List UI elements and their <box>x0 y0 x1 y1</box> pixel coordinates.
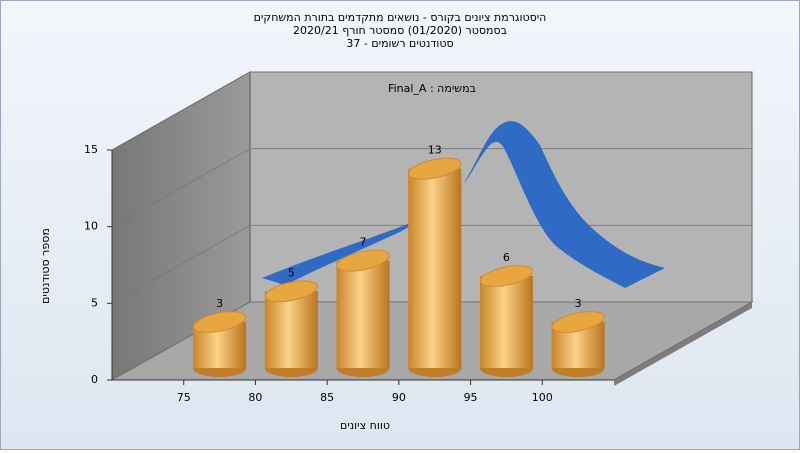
annotation: במשימה : Final_A <box>388 82 476 95</box>
grid-line <box>111 301 752 381</box>
x-tick-label: 90 <box>392 391 406 404</box>
bar <box>479 276 533 368</box>
back-wall <box>249 71 753 303</box>
grid-line <box>111 148 752 228</box>
bar <box>336 260 390 368</box>
distribution-curve <box>262 121 665 288</box>
bar-group: 7 <box>336 236 390 377</box>
x-tick-label: 95 <box>464 391 478 404</box>
y-tick-label: 5 <box>91 296 98 309</box>
chart-title: היסטוגרמת ציונים בקורס - נושאים מתקדמים … <box>254 11 547 24</box>
bar-group: 13 <box>408 144 462 377</box>
bar <box>408 168 462 368</box>
y-tick-label: 0 <box>91 373 98 386</box>
x-tick-label: 100 <box>532 391 553 404</box>
bar-top <box>336 249 390 272</box>
bar <box>264 291 318 368</box>
bar-group: 3 <box>193 297 247 377</box>
bar-top <box>408 157 462 180</box>
x-axis-label: טווח ציונים <box>340 419 390 432</box>
chart-title: בסמסטר (01/2020) סמסטר חורף 2020/21 <box>293 24 507 37</box>
y-tick-label: 10 <box>84 220 98 233</box>
y-axis-label: מספר סטודנטים <box>39 228 52 304</box>
x-tick-label: 80 <box>248 391 262 404</box>
bar-group: 3 <box>551 297 605 377</box>
bar-group: 5 <box>264 266 318 377</box>
value-label: 13 <box>428 144 442 157</box>
value-label: 7 <box>360 236 367 249</box>
floor-edge <box>614 302 752 386</box>
bar-top <box>551 311 605 333</box>
value-label: 5 <box>288 266 295 279</box>
y-tick-label: 15 <box>84 143 98 156</box>
bar-top <box>264 280 318 303</box>
bar-top <box>193 311 247 333</box>
bar-top <box>479 265 533 287</box>
grid-line <box>111 71 752 151</box>
x-tick-label: 75 <box>177 391 191 404</box>
value-label: 3 <box>216 297 223 310</box>
chart-title: סטודנטים רשומים - 37 <box>346 37 453 50</box>
value-label: 3 <box>575 297 582 310</box>
bar-group: 6 <box>479 251 533 377</box>
x-tick-label: 85 <box>320 391 334 404</box>
value-label: 6 <box>503 251 510 264</box>
